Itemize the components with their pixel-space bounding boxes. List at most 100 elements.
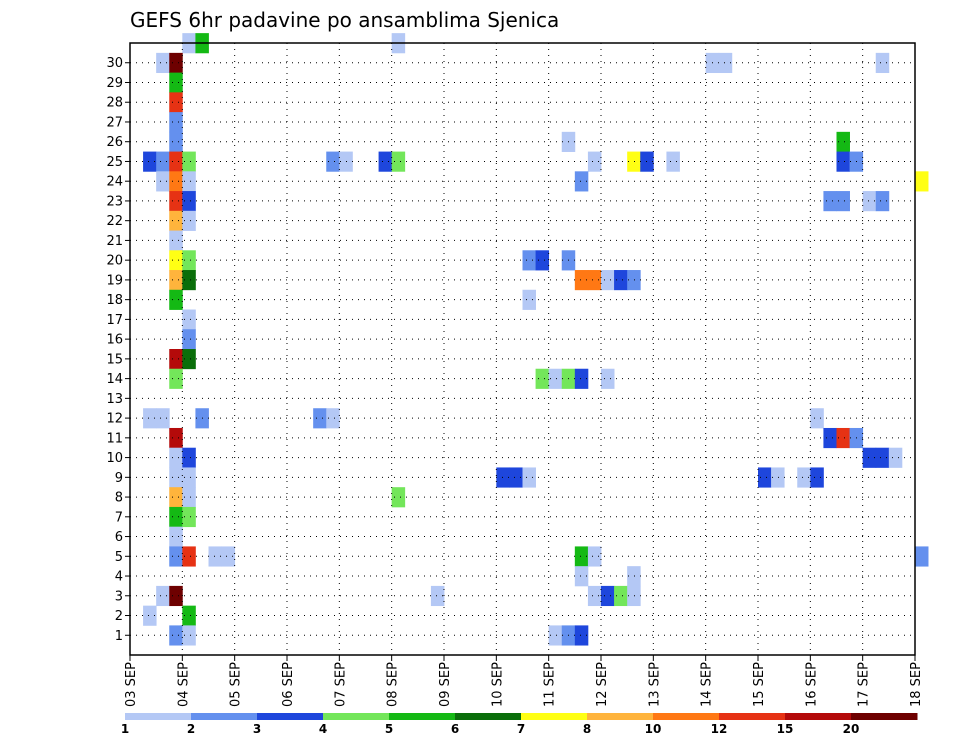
heatmap-cell [718,52,733,74]
y-tick-label: 17 [106,313,123,328]
x-tick-label: 14 SEP [700,662,715,707]
heatmap-cell [823,191,837,212]
heatmap-cell [666,151,680,172]
heatmap-cell [169,72,183,93]
heatmap-cell [169,487,183,508]
heatmap-cell [326,408,340,429]
grid-lines [130,43,915,655]
heatmap-cell [182,349,196,370]
x-tick-label: 07 SEP [333,662,348,707]
heatmap-cells [143,33,929,646]
heatmap-cell [182,467,196,488]
legend-swatch [719,713,786,720]
y-tick-label: 9 [115,471,123,486]
x-tick-label: 11 SEP [543,662,558,707]
heatmap-cell [169,250,183,271]
heatmap-cell [587,546,602,567]
y-tick-label: 26 [106,135,123,150]
heatmap-cell [810,408,824,429]
heatmap-cell [522,467,536,488]
heatmap-cell [182,171,196,192]
heatmap-cell [169,427,183,449]
y-tick-label: 2 [115,609,123,624]
y-tick-label: 11 [106,431,123,446]
heatmap-cell [169,151,183,172]
heatmap-cell [915,171,929,192]
heatmap-cell [182,151,196,172]
heatmap-cell [169,526,183,547]
heatmap-cell [182,210,196,231]
heatmap-cell [535,250,550,271]
heatmap-cell [548,625,563,646]
legend-swatch [521,713,588,720]
heatmap-cell [169,368,183,389]
heatmap-cell [156,151,170,172]
x-tick-label: 03 SEP [124,662,139,707]
color-legend: 1 2 3 4 5 6 7 8 10 12 15 20 [121,713,918,736]
x-tick-label: 17 SEP [857,662,872,707]
y-tick-label: 3 [115,589,123,604]
y-tick-label: 30 [106,56,123,71]
heatmap-cell [143,151,157,172]
legend-level-label: 1 [121,722,129,736]
heatmap-cell [574,625,589,646]
legend-level-label: 7 [517,722,525,736]
heatmap-cell [574,171,589,192]
heatmap-cell [169,191,183,212]
legend-swatch [323,713,390,720]
heatmap-cell [182,546,196,567]
heatmap-cell [627,151,641,172]
heatmap-cell [627,585,641,607]
heatmap-cell [574,566,589,587]
heatmap-cell [182,447,196,468]
heatmap-cell [627,270,641,291]
heatmap-cell [836,151,850,172]
y-tick-label: 7 [115,510,123,525]
heatmap-cell [169,546,183,567]
y-tick-label: 6 [115,530,123,545]
heatmap-cell [614,585,628,607]
y-tick-label: 27 [106,115,123,130]
heatmap-cell [888,447,903,468]
heatmap-cell [169,349,183,370]
heatmap-cell [614,270,628,291]
y-tick-label: 13 [106,392,123,407]
heatmap-cell [836,427,850,449]
heatmap-cell [522,250,536,271]
legend-level-label: 15 [777,722,794,736]
legend-swatch [851,713,918,720]
heatmap-cell [758,467,772,488]
heatmap-cell [836,131,850,152]
heatmap-cell [797,467,811,488]
heatmap-cell [182,487,196,508]
y-tick-label: 5 [115,550,123,565]
x-tick-label: 04 SEP [176,662,191,707]
heatmap-cell [430,585,445,607]
heatmap-cell [182,329,196,350]
heatmap-cell [169,112,183,133]
heatmap-cell [587,270,602,291]
y-tick-label: 20 [106,254,123,269]
heatmap-cell [496,467,510,488]
heatmap-cell [169,625,183,646]
heatmap-cell [169,131,183,152]
plot-frame [129,42,916,656]
heatmap-cell [182,506,196,528]
heatmap-cell [156,585,170,607]
legend-level-label: 10 [645,722,662,736]
x-tick-label: 05 SEP [229,662,244,707]
x-tick-label: 06 SEP [281,662,296,707]
heatmap-cell [326,151,340,172]
legend-level-label: 3 [253,722,261,736]
y-tick-label: 28 [106,96,123,111]
heatmap-cell [522,289,536,310]
heatmap-cell [915,546,929,567]
heatmap-cell [169,210,183,231]
heatmap-cell [143,605,157,626]
legend-swatch [785,713,852,720]
heatmap-cell [169,467,183,488]
heatmap-cell [169,447,183,468]
legend-swatch [455,713,522,720]
heatmap-cell [391,151,406,172]
